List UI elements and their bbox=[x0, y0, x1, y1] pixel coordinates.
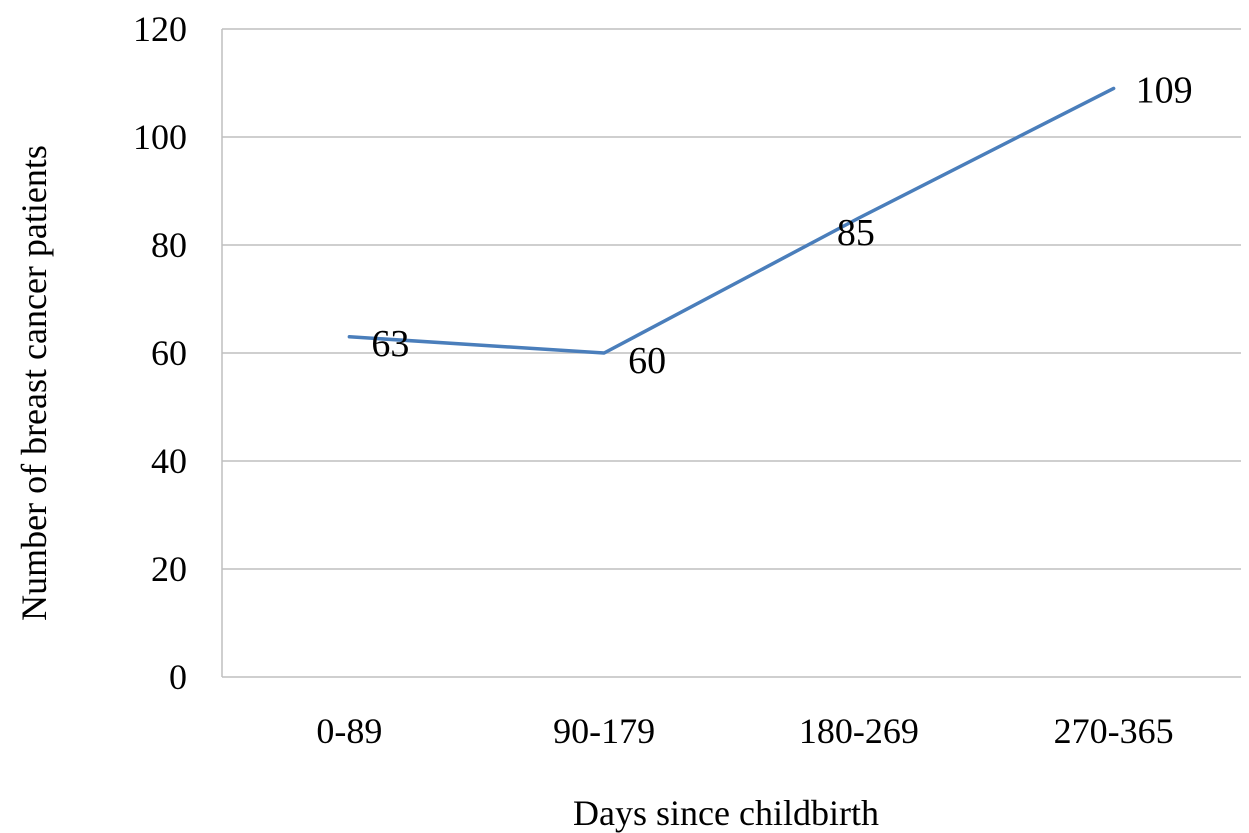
x-tick-label: 0-89 bbox=[316, 711, 382, 751]
x-axis: 0-89 90-179 180-269 270-365 bbox=[316, 711, 1173, 751]
data-label: 63 bbox=[371, 323, 409, 365]
y-tick-label: 0 bbox=[169, 657, 187, 697]
y-tick-label: 40 bbox=[151, 441, 187, 481]
y-tick-label: 20 bbox=[151, 549, 187, 589]
y-axis-title: Number of breast cancer patients bbox=[14, 145, 54, 621]
data-label: 85 bbox=[837, 212, 875, 254]
x-tick-label: 180-269 bbox=[799, 711, 919, 751]
series-line bbox=[347, 86, 1116, 355]
data-label: 109 bbox=[1136, 69, 1193, 111]
y-axis: 0 20 40 60 80 100 120 bbox=[133, 9, 187, 697]
x-axis-title: Days since childbirth bbox=[573, 793, 879, 833]
data-labels: 63 60 85 109 bbox=[371, 69, 1192, 382]
data-label: 60 bbox=[628, 340, 666, 382]
plot-area bbox=[221, 29, 1241, 678]
y-tick-label: 80 bbox=[151, 225, 187, 265]
y-tick-label: 60 bbox=[151, 333, 187, 373]
gridlines bbox=[222, 28, 1241, 570]
series-layer bbox=[347, 86, 1116, 355]
x-tick-label: 270-365 bbox=[1054, 711, 1174, 751]
x-tick-label: 90-179 bbox=[553, 711, 655, 751]
y-tick-label: 100 bbox=[133, 117, 187, 157]
y-tick-label: 120 bbox=[133, 9, 187, 49]
